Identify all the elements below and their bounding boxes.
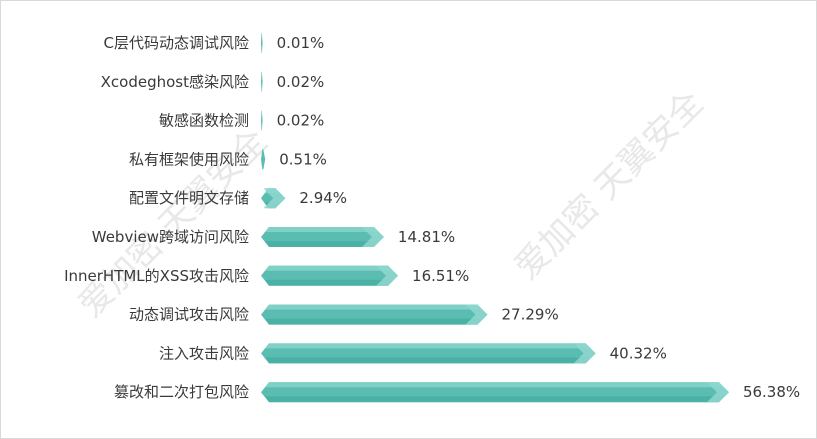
bar-highlight	[265, 382, 724, 388]
value-label: 0.51%	[279, 150, 327, 168]
value-label: 0.01%	[277, 34, 325, 52]
bar-highlight	[265, 227, 379, 232]
bar-tip	[263, 188, 286, 209]
category-label: C层代码动态调试风险	[104, 34, 249, 52]
category-label: InnerHTML的XSS攻击风险	[64, 267, 249, 285]
bar-shadow	[265, 279, 393, 286]
category-label: Webview跨域访问风险	[92, 228, 249, 246]
bars-group: C层代码动态调试风险 0.01% Xcodeghost感染风险 0.02% 敏感函数检测…	[64, 33, 800, 403]
bar-shadow	[265, 241, 378, 247]
bar-shadow	[265, 357, 590, 364]
category-label: 注入攻击风险	[159, 344, 249, 362]
bar-tip	[706, 382, 729, 403]
bar-highlight	[265, 304, 483, 310]
category-label: 动态调试攻击风险	[129, 306, 249, 324]
bar	[261, 110, 263, 131]
value-label: 0.02%	[277, 73, 325, 91]
category-label: 配置文件明文存储	[129, 189, 249, 207]
bar-tip	[376, 265, 399, 286]
value-label: 16.51%	[412, 267, 469, 285]
watermark-text-right: 爱加密 天翼安全	[507, 83, 711, 287]
value-label: 2.94%	[299, 189, 347, 207]
category-label: 敏感函数检测	[159, 112, 249, 130]
category-label: Xcodeghost感染风险	[101, 73, 249, 91]
bar-tip	[573, 343, 596, 364]
category-label: 私有框架使用风险	[129, 150, 249, 168]
value-label: 14.81%	[398, 228, 455, 246]
value-label: 40.32%	[610, 344, 667, 362]
value-label: 27.29%	[502, 306, 559, 324]
bar-shadow	[265, 318, 482, 325]
value-label: 56.38%	[743, 383, 800, 401]
bar-shadow	[265, 396, 723, 403]
bar	[261, 33, 263, 53]
bar-tip	[361, 227, 384, 247]
bar	[261, 149, 266, 170]
value-label: 0.02%	[277, 112, 325, 130]
bar	[261, 71, 263, 92]
bar-highlight	[265, 265, 394, 271]
bar-highlight	[265, 343, 591, 349]
bar-tip	[465, 304, 488, 325]
category-label: 篡改和二次打包风险	[114, 383, 249, 401]
